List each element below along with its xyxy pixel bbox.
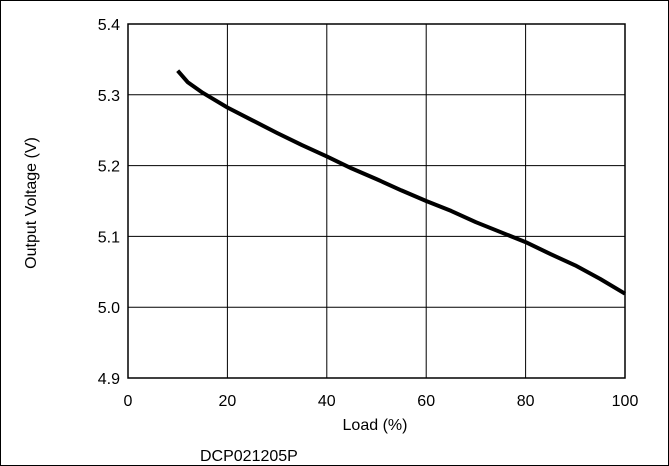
y-tick-label: 5.3 xyxy=(98,88,120,105)
x-tick-label: 20 xyxy=(219,393,237,410)
data-line-group xyxy=(176,69,627,296)
x-tick-label: 60 xyxy=(417,393,435,410)
plot-grid xyxy=(127,23,626,379)
x-axis-label: Load (%) xyxy=(343,417,408,434)
y-tick-label: 5.4 xyxy=(98,17,120,34)
y-tick-label: 4.9 xyxy=(98,371,120,388)
x-tick-label: 80 xyxy=(517,393,535,410)
axis-tick-labels: 0 20 40 60 80 100 4.9 5.0 5.1 5.2 5.3 5.4 xyxy=(98,17,639,410)
chart-caption: DCP021205P xyxy=(200,448,298,465)
y-tick-label: 5.1 xyxy=(98,229,120,246)
x-tick-label: 100 xyxy=(612,393,639,410)
y-axis-label: Output Voltage (V) xyxy=(23,137,40,269)
y-tick-label: 5.0 xyxy=(98,300,120,317)
y-tick-label: 5.2 xyxy=(98,159,120,176)
plot-area-border xyxy=(127,23,626,379)
x-tick-label: 0 xyxy=(124,393,133,410)
x-tick-label: 40 xyxy=(318,393,336,410)
data-line-series-0 xyxy=(176,69,627,296)
